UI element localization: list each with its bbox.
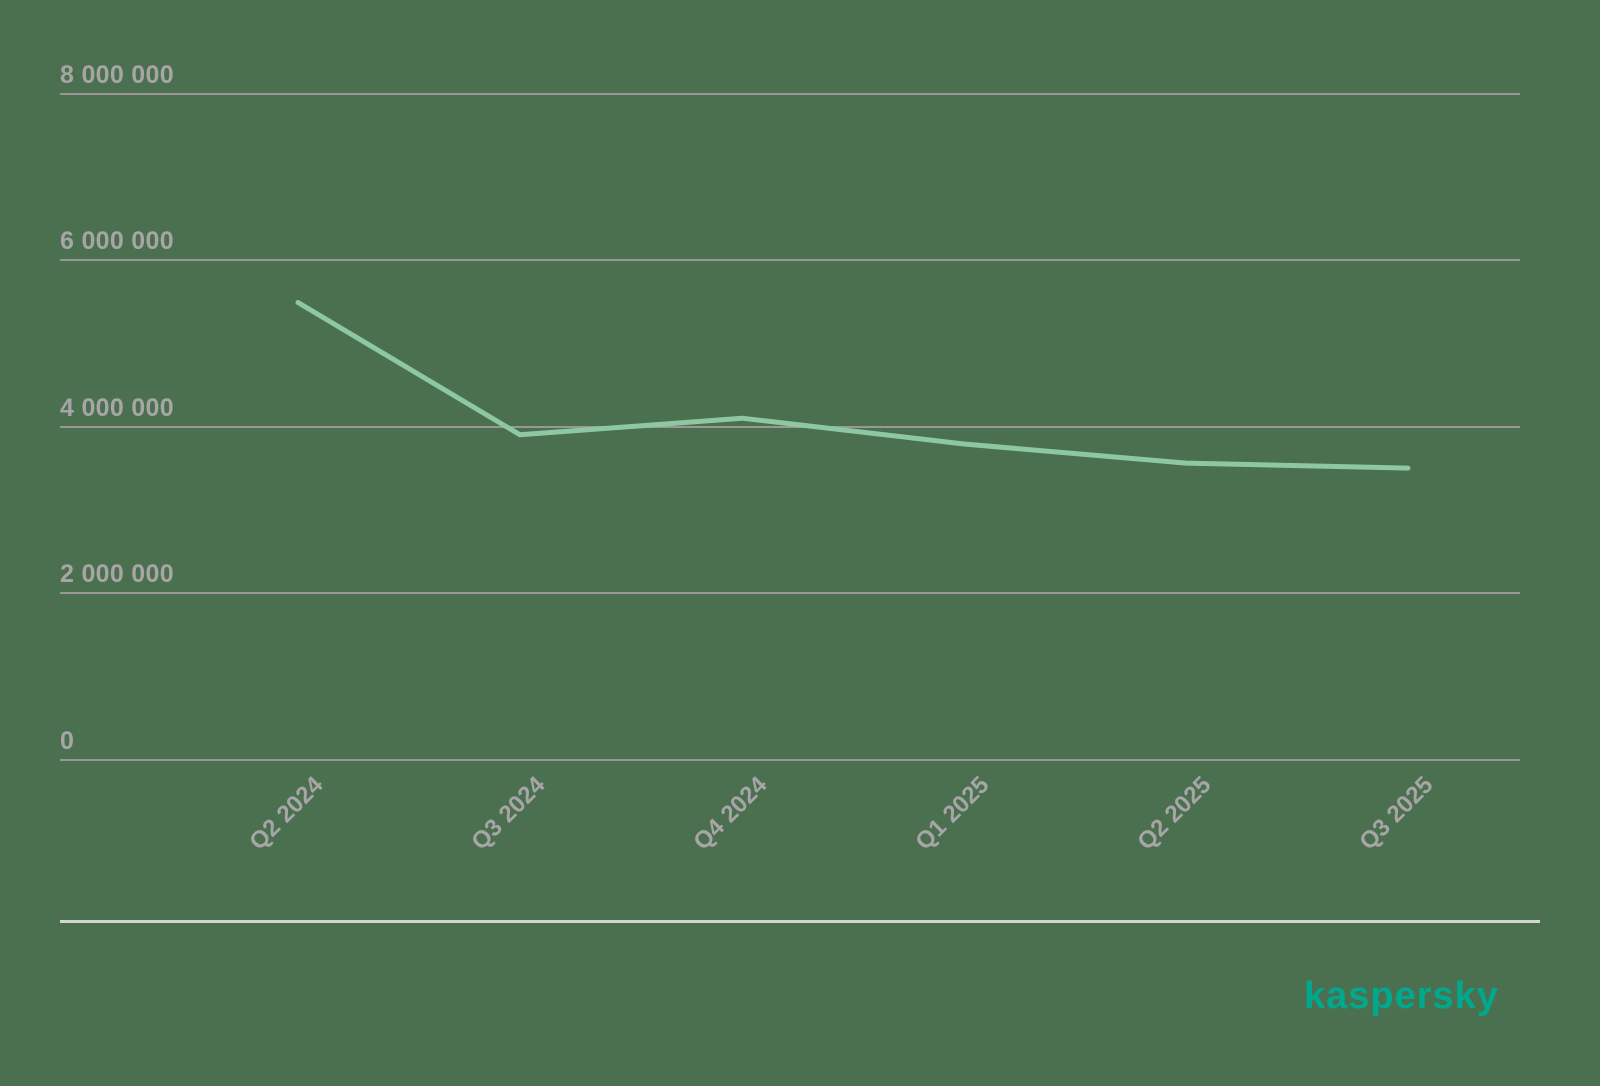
series-line (295, 300, 1411, 471)
y-axis-tick-label: 6 000 000 (60, 227, 174, 255)
gridline-2m (60, 592, 1520, 594)
gridline-0 (60, 759, 1520, 761)
gridline-8m (60, 93, 1520, 95)
y-axis-tick-label: 4 000 000 (60, 394, 174, 422)
footer-separator-line (60, 920, 1540, 923)
y-axis-tick-label: 0 (60, 727, 75, 755)
y-axis-tick-label: 8 000 000 (60, 61, 174, 89)
gridline-6m (60, 259, 1520, 261)
gridline-4m (60, 426, 1520, 428)
y-axis-tick-label: 2 000 000 (60, 560, 174, 588)
kaspersky-logo: kaspersky (1304, 975, 1499, 1017)
